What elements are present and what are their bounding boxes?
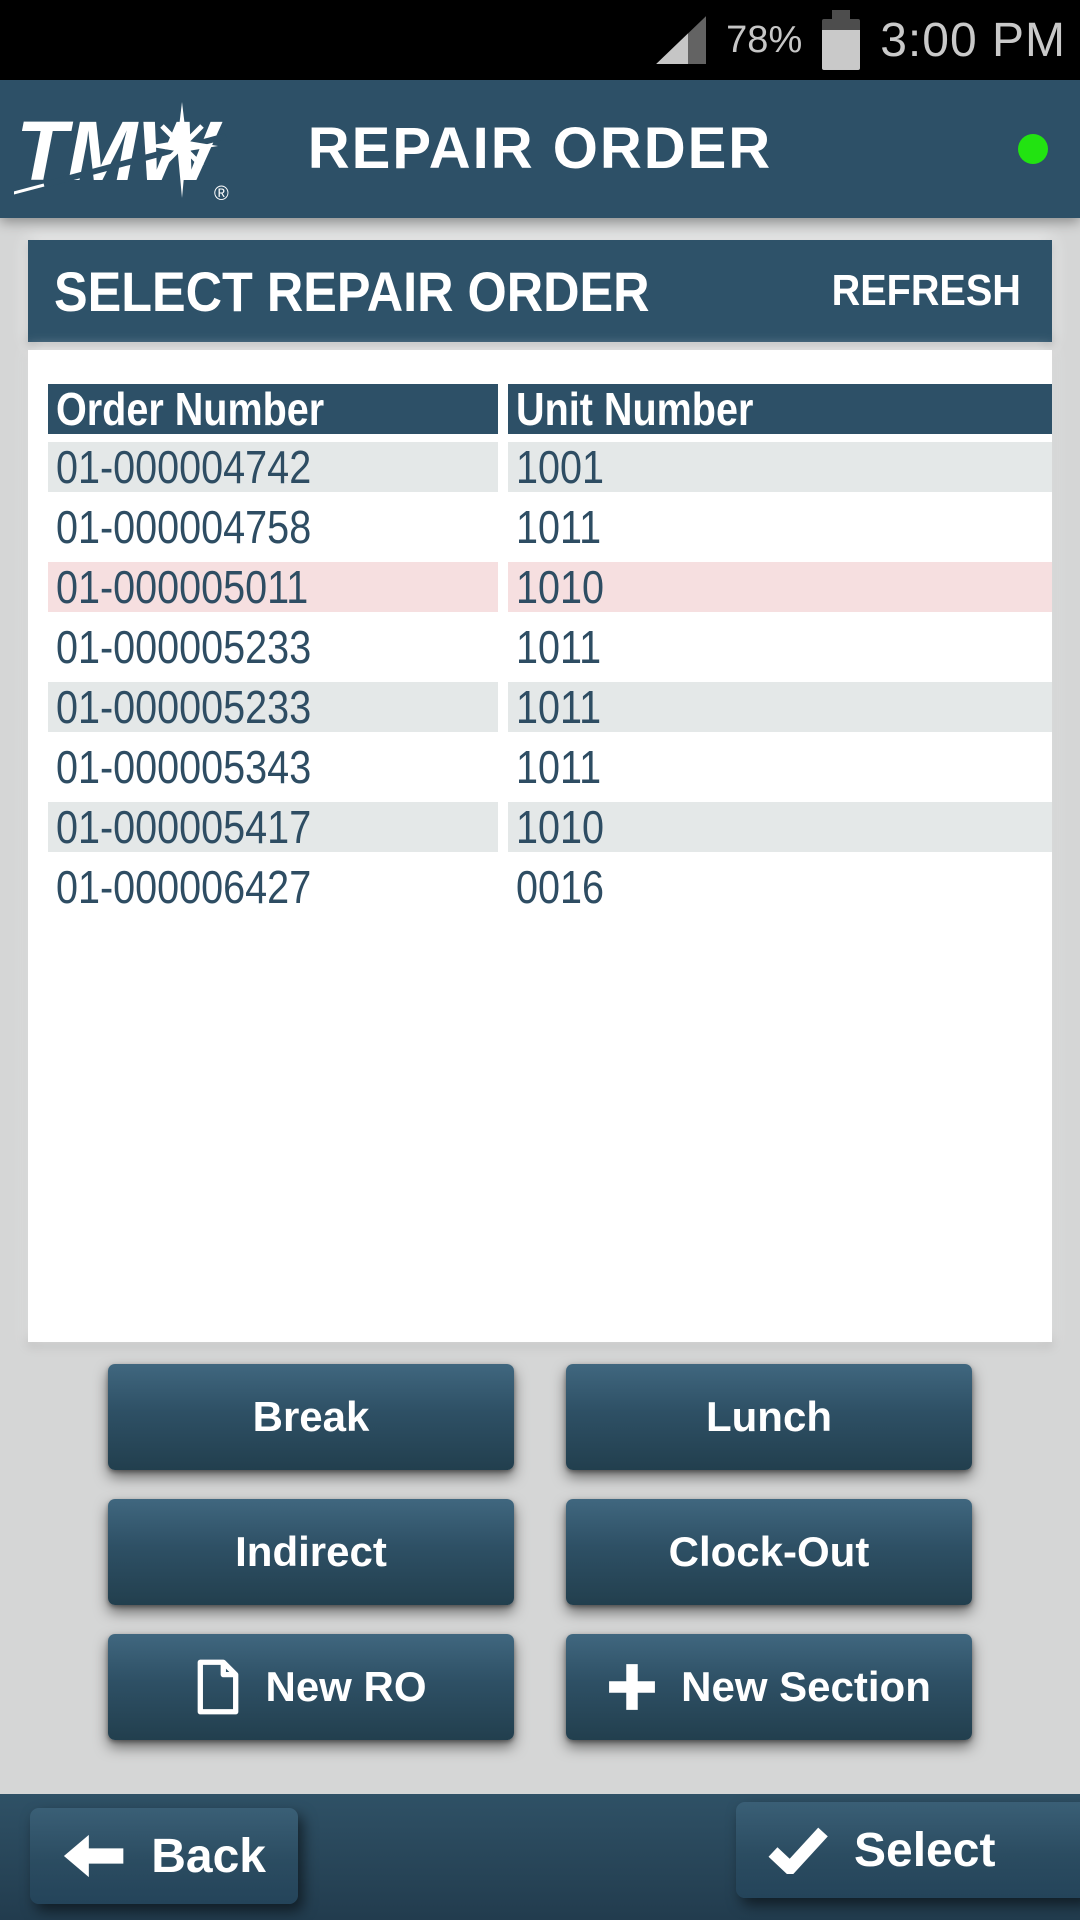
unit-number-text: 1001 <box>516 442 605 492</box>
unit-number-text: 1011 <box>516 622 602 672</box>
column-header-order-number: Order Number <box>48 384 498 434</box>
clock-out-button-label: Clock-Out <box>668 1528 870 1575</box>
order-number-text: 01-000006427 <box>56 862 312 912</box>
unit-number-text: 1011 <box>516 682 602 732</box>
clock-time: 3:00 PM <box>880 13 1066 67</box>
unit-number-text: 0016 <box>516 862 605 912</box>
checkmark-icon <box>768 1827 828 1874</box>
table-row[interactable]: 01-000005233 1011 <box>48 682 1052 732</box>
select-button[interactable]: Select <box>736 1802 1080 1898</box>
unit-number-text: 1010 <box>516 802 605 852</box>
column-header-text: Unit Number <box>516 384 754 434</box>
battery-body <box>822 19 861 70</box>
app-header: TMW ® REPAIR ORDER <box>0 80 1080 218</box>
bottom-navigation-bar: Back Select <box>0 1794 1080 1920</box>
battery-nub <box>832 10 851 19</box>
unit-number-text: 1011 <box>516 502 602 552</box>
unit-number-text: 1011 <box>516 742 602 792</box>
unit-number-cell: 1010 <box>508 802 1052 852</box>
unit-number-cell: 1010 <box>508 562 1052 612</box>
new-section-button-label: New Section <box>681 1663 931 1710</box>
column-header-unit-number: Unit Number <box>508 384 1052 434</box>
order-number-text: 01-000004742 <box>56 442 312 492</box>
order-number-text: 01-000005343 <box>56 742 312 792</box>
page-title: REPAIR ORDER <box>307 116 773 181</box>
unit-number-cell: 1011 <box>508 742 1052 792</box>
table-header-row: Order Number Unit Number <box>48 384 1052 434</box>
back-button-label: Back <box>151 1829 266 1883</box>
repair-order-table: Order Number Unit Number 01-000004742 10… <box>28 350 1052 1342</box>
battery-percentage: 78% <box>726 18 803 61</box>
order-number-cell: 01-000004758 <box>48 502 498 552</box>
table-row[interactable]: 01-000006427 0016 <box>48 862 1052 912</box>
new-ro-button[interactable]: New RO <box>108 1634 514 1740</box>
select-repair-order-bar: SELECT REPAIR ORDER REFRESH <box>28 240 1052 342</box>
order-number-cell: 01-000005233 <box>48 682 498 732</box>
battery-icon <box>822 10 861 70</box>
order-number-cell: 01-000005417 <box>48 802 498 852</box>
unit-number-text: 1010 <box>516 562 605 612</box>
order-number-text: 01-000004758 <box>56 502 312 552</box>
unit-number-cell: 1001 <box>508 442 1052 492</box>
svg-text:®: ® <box>214 183 229 204</box>
new-ro-button-label: New RO <box>265 1663 427 1710</box>
clock-out-button[interactable]: Clock-Out <box>566 1499 972 1605</box>
table-row[interactable]: 01-000004742 1001 <box>48 442 1052 492</box>
section-title: SELECT REPAIR ORDER <box>54 259 650 323</box>
table-row[interactable]: 01-000004758 1011 <box>48 502 1052 552</box>
status-bar: 78% 3:00 PM <box>0 0 1080 80</box>
refresh-button[interactable]: REFRESH <box>826 265 1026 317</box>
table-row-selected[interactable]: 01-000005011 1010 <box>48 562 1052 612</box>
table-row[interactable]: 01-000005343 1011 <box>48 742 1052 792</box>
table-row[interactable]: 01-000005417 1010 <box>48 802 1052 852</box>
order-number-text: 01-000005233 <box>56 682 312 732</box>
unit-number-cell: 0016 <box>508 862 1052 912</box>
break-button-label: Break <box>252 1393 370 1440</box>
connection-status-dot <box>1018 134 1048 164</box>
order-number-cell: 01-000005343 <box>48 742 498 792</box>
new-section-button[interactable]: New Section <box>566 1634 972 1740</box>
lunch-button[interactable]: Lunch <box>566 1364 972 1470</box>
document-icon <box>198 1659 239 1715</box>
action-button-grid: Break Lunch Indirect Clock-Out New RO Ne… <box>108 1364 972 1740</box>
break-button[interactable]: Break <box>108 1364 514 1470</box>
select-button-label: Select <box>854 1823 996 1877</box>
table-row[interactable]: 01-000005233 1011 <box>48 622 1052 672</box>
order-number-text: 01-000005011 <box>56 562 309 612</box>
back-arrow-icon <box>63 1834 124 1878</box>
signal-strength-icon <box>656 16 707 64</box>
order-number-cell: 01-000004742 <box>48 442 498 492</box>
back-button[interactable]: Back <box>30 1808 298 1904</box>
plus-icon <box>609 1664 656 1710</box>
order-number-text: 01-000005233 <box>56 622 312 672</box>
order-number-cell: 01-000005233 <box>48 622 498 672</box>
order-number-text: 01-000005417 <box>56 802 312 852</box>
order-number-cell: 01-000005011 <box>48 562 498 612</box>
unit-number-cell: 1011 <box>508 622 1052 672</box>
order-number-cell: 01-000006427 <box>48 862 498 912</box>
tmw-logo: TMW ® <box>14 102 229 204</box>
column-header-text: Order Number <box>56 384 325 434</box>
indirect-button-label: Indirect <box>235 1528 387 1575</box>
lunch-button-label: Lunch <box>706 1393 832 1440</box>
indirect-button[interactable]: Indirect <box>108 1499 514 1605</box>
unit-number-cell: 1011 <box>508 502 1052 552</box>
unit-number-cell: 1011 <box>508 682 1052 732</box>
